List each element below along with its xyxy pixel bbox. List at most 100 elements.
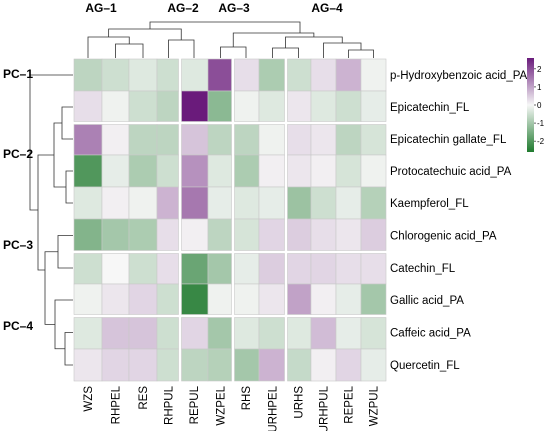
dendrogram-branch <box>232 32 315 47</box>
heatmap-cell <box>287 154 312 188</box>
color-scale-legend: 2 1 0 -1 -2 <box>527 58 545 152</box>
dendrogram-branch <box>108 28 182 40</box>
column-label: REPUL <box>189 385 201 424</box>
heatmap-cell <box>207 186 232 220</box>
heatmap-cell <box>360 283 387 315</box>
heatmap-cell <box>101 90 130 122</box>
heatmap-cell <box>310 58 337 92</box>
column-label: URHPEL <box>268 385 280 431</box>
heatmap-cell <box>258 90 285 122</box>
heatmap-cell <box>101 253 130 285</box>
row-group-labels: PC–1 PC–2 PC–3 PC–4 <box>3 67 33 333</box>
column-label: WZPUL <box>369 385 381 426</box>
heatmap-cell <box>335 317 362 350</box>
heatmap-cell <box>181 154 209 188</box>
heatmap-cell <box>234 348 260 382</box>
dendrogram-branch <box>87 36 130 58</box>
heatmap-cell <box>207 58 232 92</box>
heatmap-cell <box>258 124 285 156</box>
heatmap-cell <box>287 317 312 350</box>
heatmap-cell <box>310 348 337 382</box>
heatmap-cell <box>128 348 158 382</box>
heatmap-cell <box>335 283 362 315</box>
row-label: p-Hydroxybenzoic acid_PA <box>390 70 528 82</box>
heatmap-cell <box>181 124 209 156</box>
colorbar-tick-label: 1 <box>537 83 542 92</box>
heatmap-cell <box>335 348 362 382</box>
heatmap-cell <box>234 124 260 156</box>
heatmap-cell <box>128 186 158 220</box>
heatmap-cell <box>181 90 209 122</box>
heatmap-cell <box>258 58 285 92</box>
heatmap-cell <box>360 186 387 220</box>
dendrogram-branch <box>53 122 66 188</box>
heatmap-cell <box>287 90 312 122</box>
heatmap-cell <box>360 90 387 122</box>
heatmap-cell <box>156 154 179 188</box>
row-label: Caffeic acid_PA <box>390 328 471 340</box>
row-dendrogram <box>29 74 73 366</box>
heatmap-cell <box>335 90 362 122</box>
heatmap-cell <box>101 283 130 315</box>
row-labels: p-Hydroxybenzoic acid_PA Epicatechin_FL Ep… <box>390 70 528 372</box>
heatmap-cell <box>234 218 260 251</box>
colorbar-bar <box>527 58 534 152</box>
heatmap-cell <box>335 186 362 220</box>
colorbar-tick-label: 0 <box>537 101 542 110</box>
heatmap-cell <box>258 348 285 382</box>
heatmap-cell <box>101 317 130 350</box>
column-group-label: AG–4 <box>311 1 343 15</box>
heatmap-cell <box>310 253 337 285</box>
heatmap-cell <box>73 186 103 220</box>
heatmap-cell <box>101 218 130 251</box>
heatmap-cell <box>128 124 158 156</box>
row-group-label: PC–3 <box>3 238 33 252</box>
column-label: WZS <box>83 386 95 412</box>
heatmap-cell <box>287 283 312 315</box>
dendrogram-branch <box>29 74 73 211</box>
dendrogram-branch <box>37 154 54 271</box>
heatmap-cell <box>360 317 387 350</box>
heatmap-cell <box>181 58 209 92</box>
heatmap-cell <box>207 348 232 382</box>
heatmap-cell <box>335 58 362 92</box>
heatmap-cell <box>310 90 337 122</box>
dendrogram-branch <box>348 49 374 58</box>
heatmap-cell <box>310 124 337 156</box>
dendrogram-branch <box>149 21 301 33</box>
heatmap-cell <box>287 253 312 285</box>
heatmap-cell <box>258 317 285 350</box>
heatmap-cell <box>258 186 285 220</box>
dendrogram-branch <box>285 36 343 48</box>
heatmap-cell <box>156 186 179 220</box>
column-group-label: AG–3 <box>218 1 250 15</box>
heatmap-cell <box>156 253 179 285</box>
heatmap-cell <box>234 253 260 285</box>
dendrogram-branch <box>61 106 73 140</box>
heatmap-cell <box>128 253 158 285</box>
heatmap-cell <box>156 283 179 315</box>
column-label: REPEL <box>344 385 356 423</box>
heatmap-cell <box>310 154 337 188</box>
heatmap-cell <box>156 317 179 350</box>
heatmap-cell <box>207 218 232 251</box>
column-label: RHPUL <box>164 385 176 425</box>
heatmap-cell <box>234 186 260 220</box>
heatmap-cell <box>128 154 158 188</box>
heatmap-cell <box>73 124 103 156</box>
dendrogram-branch <box>168 39 195 58</box>
heatmap-cell <box>207 154 232 188</box>
heatmap-cell <box>335 218 362 251</box>
row-label: Gallic acid_PA <box>390 295 464 307</box>
column-group-label: AG–1 <box>85 1 117 15</box>
dendrogram-branch <box>64 332 73 366</box>
row-label: Chlorogenic acid_PA <box>390 231 497 243</box>
column-label: RHS <box>241 386 253 411</box>
heatmap-cell <box>128 317 158 350</box>
heatmap-cell <box>73 218 103 251</box>
heatmap-cell <box>128 218 158 251</box>
column-label: WZPEL <box>216 385 228 425</box>
dendrogram-branch <box>44 251 58 325</box>
row-label: Epicatechin_FL <box>390 102 470 114</box>
column-label: RES <box>138 386 150 410</box>
